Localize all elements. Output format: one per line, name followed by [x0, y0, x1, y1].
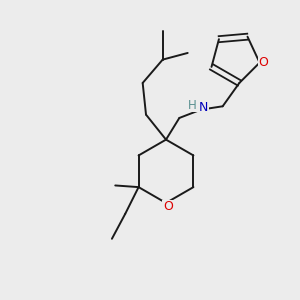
- Text: H: H: [188, 99, 197, 112]
- Text: O: O: [259, 56, 269, 69]
- Text: O: O: [163, 200, 173, 214]
- Text: N: N: [199, 101, 208, 115]
